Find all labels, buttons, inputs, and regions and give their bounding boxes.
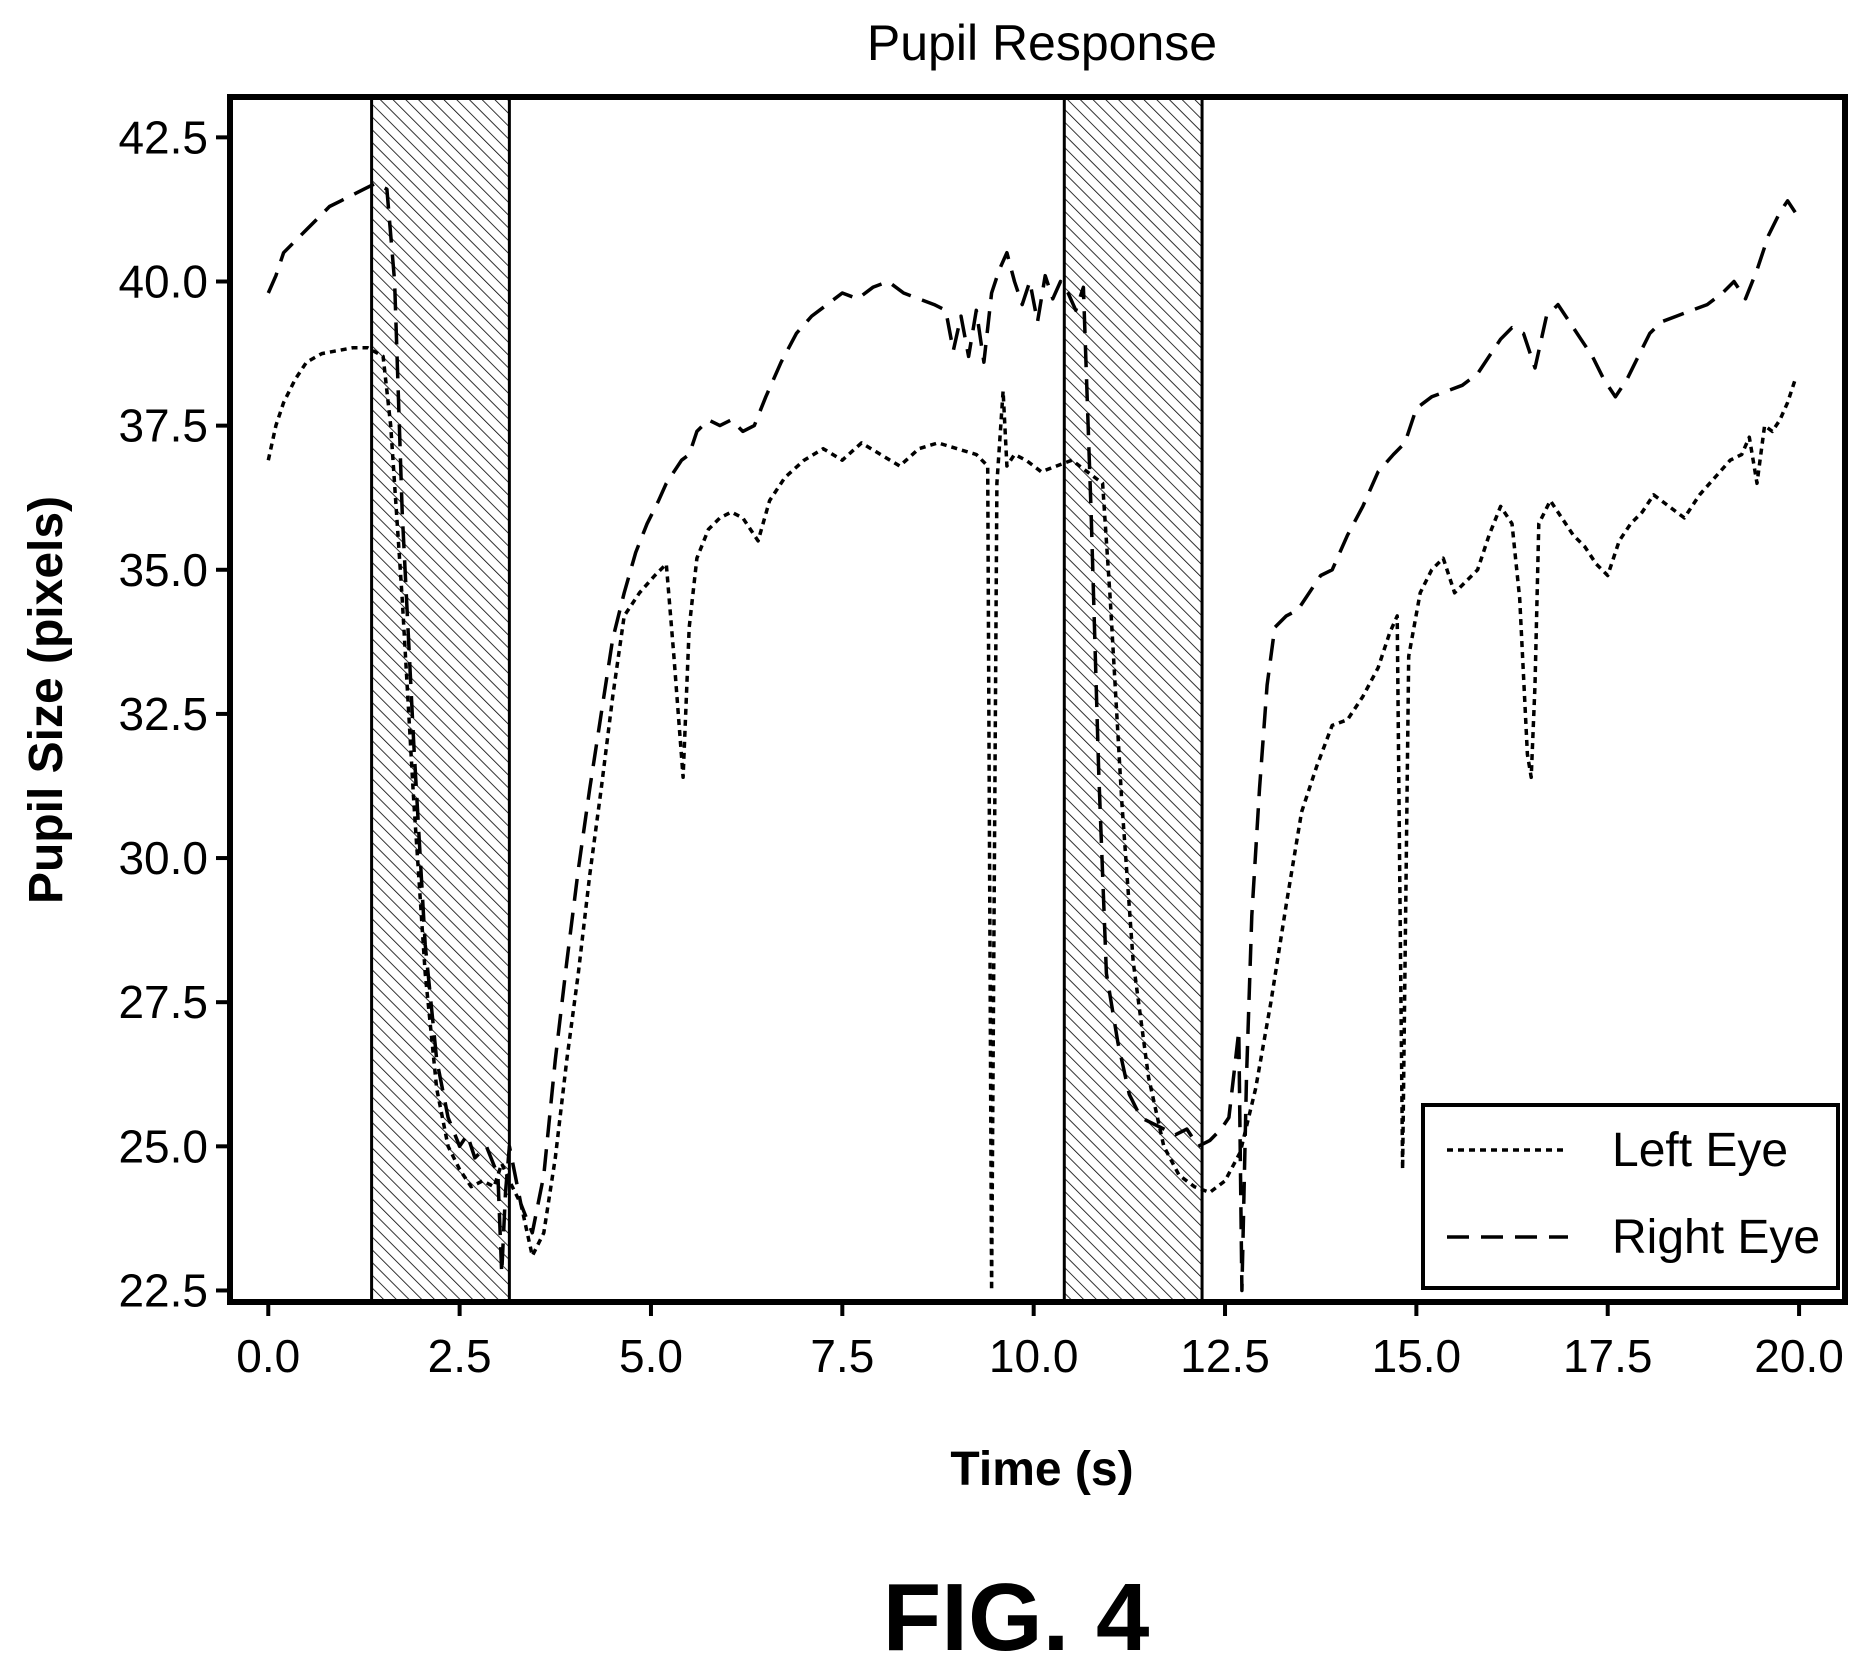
x-tick-label: 12.5: [1180, 1330, 1270, 1382]
shaded-interval-2: [1062, 95, 1204, 1304]
y-axis-label: Pupil Size (pixels): [20, 496, 73, 904]
x-tick-label: 7.5: [810, 1330, 874, 1382]
x-tick-label: 5.0: [619, 1330, 683, 1382]
y-tick-label: 37.5: [118, 400, 208, 452]
y-tick-label: 42.5: [118, 111, 208, 163]
y-tick-label: 32.5: [118, 688, 208, 740]
legend-right-eye-label: Right Eye: [1612, 1211, 1820, 1264]
series-line-left-eye: [266, 346, 1797, 1293]
y-tick-label: 35.0: [118, 544, 208, 596]
x-axis-label: Time (s): [950, 1443, 1133, 1496]
legend-box: [1421, 1103, 1840, 1290]
y-axis-ticks: 22.5 25.0 27.5 30.0 32.5 35.0 37.5 40.0 42.5: [118, 111, 230, 1316]
series-layer: [266, 181, 1797, 1293]
x-tick-label: 0.0: [236, 1330, 300, 1382]
x-tick-label: 10.0: [989, 1330, 1079, 1382]
x-tick-label: 2.5: [428, 1330, 492, 1382]
chart-title: Pupil Response: [867, 15, 1217, 71]
legend-left-eye-label: Left Eye: [1612, 1124, 1788, 1177]
shaded-intervals: [370, 95, 1204, 1304]
y-tick-label: 30.0: [118, 832, 208, 884]
series-line-right-eye: [266, 181, 1797, 1293]
legend: Left Eye Right Eye: [1421, 1103, 1840, 1290]
x-axis-ticks: 0.0 2.5 5.0 7.5 10.0 12.5 15.0 17.5 20.0: [236, 1302, 1844, 1382]
x-tick-label: 15.0: [1372, 1330, 1462, 1382]
y-tick-label: 25.0: [118, 1120, 208, 1172]
y-tick-label: 22.5: [118, 1264, 208, 1316]
x-tick-label: 20.0: [1754, 1330, 1844, 1382]
shaded-interval-1: [370, 95, 511, 1304]
x-tick-label: 17.5: [1563, 1330, 1653, 1382]
figure-caption: FIG. 4: [883, 1564, 1150, 1667]
plot-frame: [227, 94, 1848, 1305]
y-tick-label: 27.5: [118, 976, 208, 1028]
y-tick-label: 40.0: [118, 255, 208, 307]
